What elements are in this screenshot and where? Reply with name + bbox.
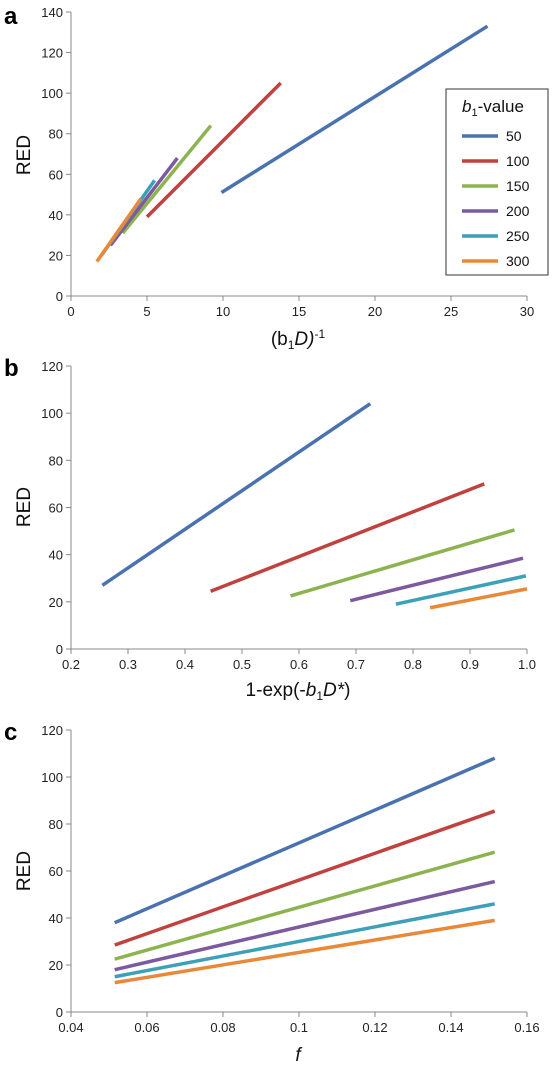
y-tick-label: 80 bbox=[49, 817, 63, 832]
y-tick-label: 60 bbox=[49, 501, 63, 516]
panel-a-y-axis-label: RED bbox=[14, 135, 35, 175]
x-tick-label: 15 bbox=[292, 304, 306, 319]
x-tick-label: 0.3 bbox=[119, 657, 137, 672]
y-tick-label: 40 bbox=[49, 548, 63, 563]
legend-entry-label: 100 bbox=[506, 153, 530, 169]
panel-c-series-line-4 bbox=[114, 879, 496, 972]
x-tick-label: 0.9 bbox=[461, 657, 479, 672]
panel-a-series bbox=[95, 24, 489, 263]
x-tick-label: 0 bbox=[67, 304, 74, 319]
panel-c-series-line-6 bbox=[114, 918, 495, 985]
x-tick-label: 0.1 bbox=[290, 1020, 308, 1035]
panel-b-series-line-4 bbox=[349, 556, 524, 603]
panel-c-series-line-2 bbox=[114, 809, 496, 947]
y-tick-label: 140 bbox=[41, 5, 63, 20]
y-tick-label: 80 bbox=[49, 127, 63, 142]
y-tick-label: 100 bbox=[41, 86, 63, 101]
x-tick-label: 0.2 bbox=[62, 657, 80, 672]
x-tick-label: 0.06 bbox=[134, 1020, 159, 1035]
x-tick-label: 0.7 bbox=[347, 657, 365, 672]
panel-b-letter: b bbox=[4, 355, 19, 382]
panel-b-series-line-1 bbox=[101, 402, 372, 587]
x-tick-label: 20 bbox=[368, 304, 382, 319]
panel-c-series-line-3 bbox=[114, 850, 496, 961]
legend-title: b1-value bbox=[462, 97, 524, 119]
x-tick-label: 1.0 bbox=[518, 657, 536, 672]
panel-c-series-line-5 bbox=[114, 902, 496, 979]
panel-a-series-line-1 bbox=[220, 24, 489, 195]
panel-c: c RED f 0.04 0.06 0.08 0.1 0.12 0.14 0.16 0 20 40… bbox=[4, 719, 540, 1066]
panel-b-series-line-5 bbox=[395, 574, 527, 606]
y-tick-label: 0 bbox=[56, 289, 63, 304]
panel-a: a RED (b1D)-1 0 5 10 15 20 25 3002040608010012… bbox=[4, 3, 549, 352]
y-tick-label: 120 bbox=[41, 359, 63, 374]
y-tick-label: 100 bbox=[41, 406, 63, 421]
panel-a-series-line-4 bbox=[109, 156, 179, 247]
x-tick-label: 0.5 bbox=[233, 657, 251, 672]
y-tick-label: 60 bbox=[49, 167, 63, 182]
panel-c-letter: c bbox=[4, 719, 17, 746]
panel-c-axes: 0.04 0.06 0.08 0.1 0.12 0.14 0.16 0 20 40 60 80 100 1… bbox=[41, 723, 539, 1035]
x-tick-label: 0.4 bbox=[176, 657, 194, 672]
x-tick-label: 0.12 bbox=[362, 1020, 387, 1035]
panel-a-series-line-6 bbox=[95, 197, 143, 263]
x-tick-label: 0.6 bbox=[290, 657, 308, 672]
legend-entry-label: 300 bbox=[506, 253, 530, 269]
panel-b-axes: 0.2 0.3 0.4 0.5 0.6 0.7 0.8 0.9 1.0 0 20 40 60 80 100 1… bbox=[41, 359, 536, 672]
panel-c-series bbox=[114, 756, 496, 985]
legend-entry-label: 50 bbox=[506, 128, 522, 144]
panel-b-x-axis-label: 1-exp(-b1D*) bbox=[246, 680, 351, 703]
y-tick-label: 120 bbox=[41, 723, 63, 738]
panel-b-series bbox=[101, 402, 528, 610]
legend-box bbox=[445, 88, 549, 276]
x-tick-label: 0.16 bbox=[514, 1020, 539, 1035]
panel-b-series-line-6 bbox=[429, 587, 528, 610]
panel-c-series-line-1 bbox=[114, 756, 496, 925]
panel-c-x-axis-label: f bbox=[295, 1045, 302, 1066]
y-tick-label: 20 bbox=[49, 595, 63, 610]
panel-a-x-axis-label: (b1D)-1 bbox=[271, 327, 326, 352]
legend-entry-label: 200 bbox=[506, 203, 530, 219]
x-tick-label: 0.8 bbox=[404, 657, 422, 672]
panel-a-series-line-3 bbox=[121, 124, 213, 235]
legend-entry-label: 150 bbox=[506, 178, 530, 194]
panel-b-y-axis-label: RED bbox=[14, 487, 35, 527]
panel-b-series-line-3 bbox=[289, 528, 515, 598]
y-tick-label: 20 bbox=[49, 248, 63, 263]
y-tick-label: 40 bbox=[49, 911, 63, 926]
y-tick-label: 0 bbox=[56, 1005, 63, 1020]
x-tick-label: 25 bbox=[444, 304, 458, 319]
y-tick-label: 0 bbox=[56, 642, 63, 657]
x-tick-label: 0.14 bbox=[438, 1020, 463, 1035]
x-tick-label: 10 bbox=[216, 304, 230, 319]
legend-items: 50 100 150 200 250 300 bbox=[462, 128, 530, 269]
panel-a-series-line-2 bbox=[145, 81, 282, 219]
panel-c-y-axis-label: RED bbox=[14, 851, 35, 891]
legend-entry-label: 250 bbox=[506, 228, 530, 244]
y-tick-label: 20 bbox=[49, 958, 63, 973]
x-tick-label: 0.04 bbox=[58, 1020, 83, 1035]
x-tick-label: 0.08 bbox=[210, 1020, 235, 1035]
y-tick-label: 40 bbox=[49, 208, 63, 223]
panel-a-letter: a bbox=[4, 3, 18, 30]
y-tick-label: 80 bbox=[49, 453, 63, 468]
y-tick-label: 60 bbox=[49, 864, 63, 879]
panel-b: b RED 1-exp(-b1D*) 0.2 0.3 0.4 0.5 0.6 0.7 0.8… bbox=[4, 355, 536, 703]
x-tick-label: 5 bbox=[143, 304, 150, 319]
x-tick-label: 30 bbox=[520, 304, 534, 319]
y-tick-label: 120 bbox=[41, 46, 63, 61]
legend: b1-value 50 100 150 200 250 300 bbox=[445, 88, 549, 276]
panel-b-series-line-2 bbox=[210, 482, 485, 593]
y-tick-label: 100 bbox=[41, 770, 63, 785]
